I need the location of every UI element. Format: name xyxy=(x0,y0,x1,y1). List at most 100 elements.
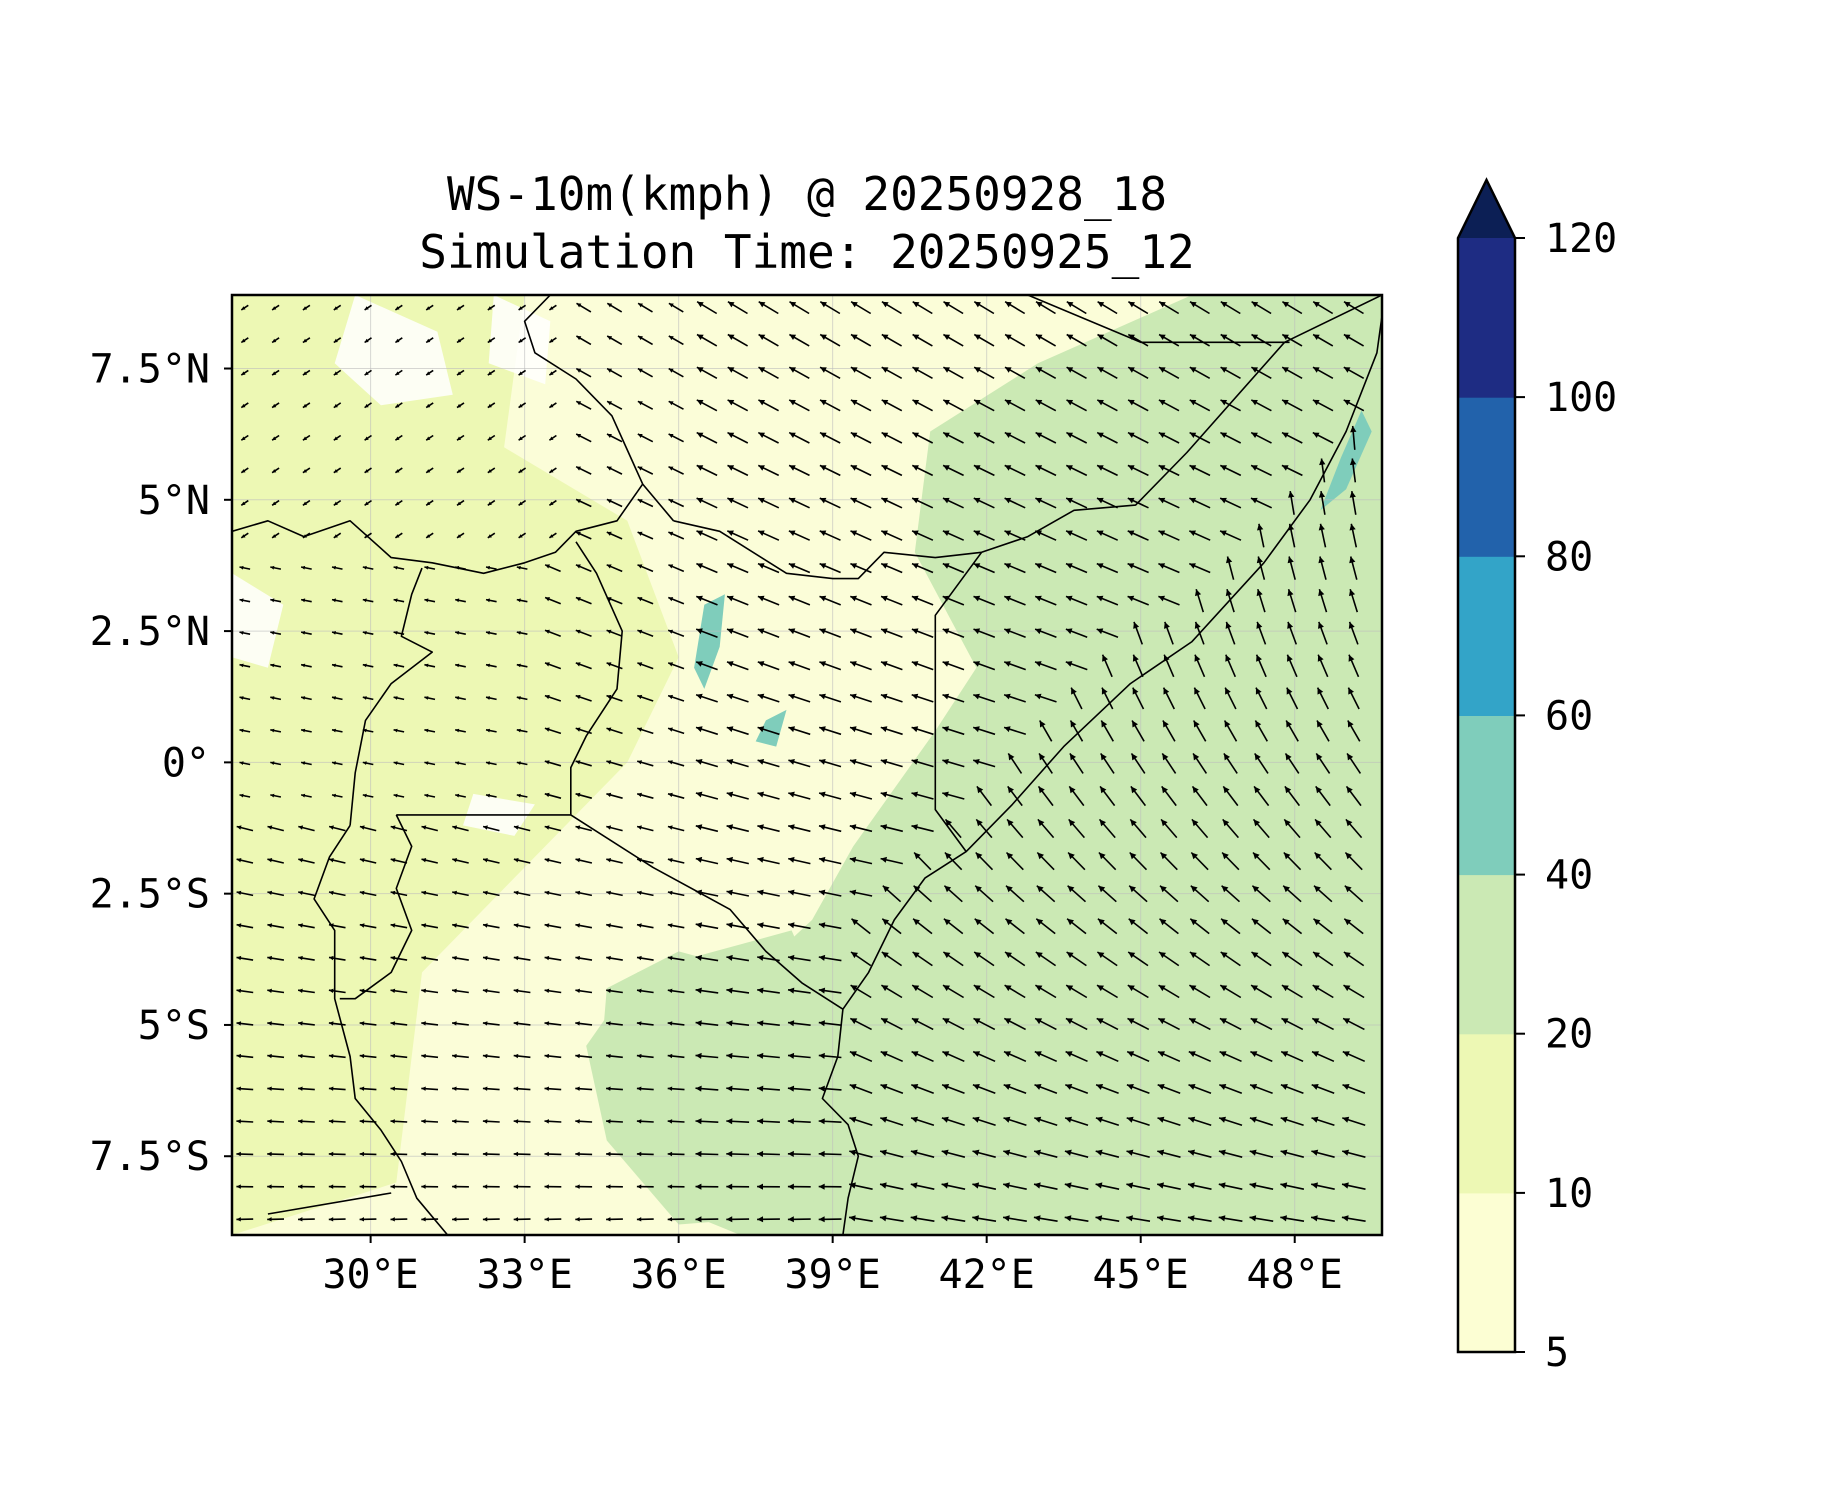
wind-arrow xyxy=(1225,654,1237,678)
wind-arrow xyxy=(727,497,749,509)
wind-arrow xyxy=(1067,851,1086,871)
wind-arrow xyxy=(819,301,841,315)
wind-arrow xyxy=(575,890,593,897)
colorbar-tick-label: 40 xyxy=(1545,853,1593,899)
wind-arrow xyxy=(302,337,311,344)
wind-arrow xyxy=(1002,1215,1027,1222)
wind-arrow xyxy=(1318,621,1328,645)
wind-arrow xyxy=(1065,595,1088,606)
wind-arrow xyxy=(394,369,403,376)
wind-arrow xyxy=(973,562,995,574)
wind-arrow xyxy=(482,858,500,864)
wind-arrow xyxy=(1095,1182,1120,1190)
wind-arrow xyxy=(972,726,996,736)
wind-arrow xyxy=(364,467,372,474)
wind-arrow xyxy=(1157,1149,1181,1158)
wind-arrow xyxy=(849,1050,873,1063)
wind-arrow xyxy=(1189,301,1210,315)
wind-arrow xyxy=(696,530,718,541)
wind-arrow xyxy=(331,761,343,766)
wind-arrow xyxy=(513,988,531,994)
wind-arrow xyxy=(1250,399,1272,412)
wind-arrow xyxy=(1191,785,1208,807)
wind-arrow xyxy=(606,465,623,475)
wind-arrow xyxy=(757,464,780,477)
wind-arrow xyxy=(328,1184,346,1189)
wind-arrow xyxy=(757,497,780,509)
wind-arrow xyxy=(239,598,251,603)
wind-arrow xyxy=(302,304,311,311)
wind-arrow xyxy=(606,400,623,410)
wind-arrow xyxy=(485,696,497,701)
wind-arrow xyxy=(727,366,749,379)
wind-arrow xyxy=(1280,1116,1304,1126)
wind-arrow xyxy=(726,922,750,930)
border-drc-lake xyxy=(313,824,449,1235)
wind-arrow xyxy=(575,498,592,508)
wind-arrow xyxy=(911,1050,934,1063)
wind-arrow xyxy=(1342,1084,1366,1095)
wind-arrow xyxy=(575,1151,593,1157)
wind-arrow xyxy=(637,564,654,573)
wind-arrow xyxy=(757,791,780,800)
wind-arrow xyxy=(637,302,653,313)
wind-arrow xyxy=(787,987,811,994)
wind-arrow xyxy=(1249,1215,1274,1222)
wind-arrow xyxy=(390,955,408,961)
wind-arrow xyxy=(695,1216,719,1223)
wind-arrow xyxy=(548,499,557,506)
wind-arrow xyxy=(236,988,254,994)
wind-arrow xyxy=(943,885,963,903)
wind-arrow xyxy=(976,785,993,807)
wind-arrow xyxy=(606,1151,623,1157)
wind-arrow xyxy=(485,631,497,635)
wind-arrow xyxy=(575,531,592,540)
wind-arrow xyxy=(787,1118,811,1125)
wind-arrow xyxy=(544,858,562,864)
wind-arrow xyxy=(911,661,934,671)
wind-arrow xyxy=(1065,984,1088,999)
wind-arrow xyxy=(667,629,685,637)
wind-arrow xyxy=(1132,654,1144,678)
wind-arrow xyxy=(331,793,343,798)
wind-arrow xyxy=(421,858,438,864)
wind-arrow xyxy=(879,1149,904,1158)
wind-arrow xyxy=(1127,1017,1150,1031)
wind-arrow xyxy=(544,890,562,897)
wind-arrow xyxy=(1100,752,1115,774)
wind-arrow xyxy=(881,431,903,444)
wind-arrow xyxy=(271,467,280,474)
wind-arrow xyxy=(1347,687,1360,710)
wind-arrow xyxy=(942,984,965,999)
wind-arrow xyxy=(787,889,811,897)
wind-arrow xyxy=(1189,464,1211,477)
wind-arrow xyxy=(487,434,496,441)
wind-arrow xyxy=(606,792,623,799)
wind-arrow xyxy=(1127,399,1149,412)
wind-arrow xyxy=(362,761,374,766)
wind-arrow xyxy=(1126,1182,1151,1190)
wind-arrow xyxy=(485,663,497,668)
wind-arrow xyxy=(487,337,496,344)
wind-arrow xyxy=(880,759,903,768)
wind-arrow xyxy=(1316,687,1330,710)
colorbar-tick-label: 5 xyxy=(1545,1330,1569,1376)
wind-arrow xyxy=(1098,818,1116,839)
wind-arrow xyxy=(942,1017,965,1031)
wind-arrow xyxy=(240,434,249,441)
wind-arrow xyxy=(606,858,623,864)
wind-arrow xyxy=(1251,366,1272,379)
wind-arrow xyxy=(331,728,343,733)
wind-arrow xyxy=(941,1215,966,1222)
wind-arrow xyxy=(1346,752,1362,774)
wind-arrow xyxy=(788,856,811,865)
colorbar-tick-label: 100 xyxy=(1545,375,1617,421)
lon-tick-label: 33°E xyxy=(476,1252,572,1298)
wind-arrow xyxy=(1127,333,1149,347)
wind-arrow xyxy=(1065,562,1088,574)
wind-arrow xyxy=(364,434,372,441)
wind-arrow xyxy=(425,304,434,311)
wind-arrow xyxy=(695,661,718,671)
wind-arrow xyxy=(1127,984,1149,999)
wind-arrow xyxy=(788,661,811,671)
